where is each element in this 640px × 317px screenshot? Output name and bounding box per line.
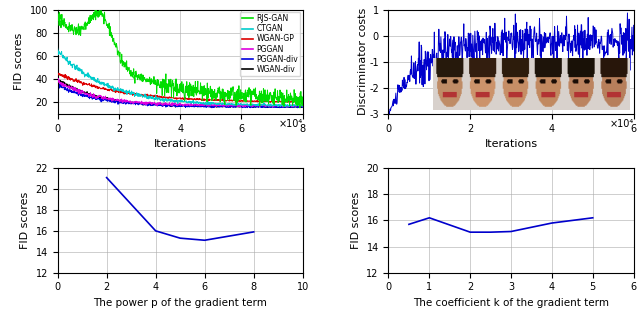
X-axis label: The coefficient k of the gradient term: The coefficient k of the gradient term	[413, 298, 609, 308]
Y-axis label: FID scores: FID scores	[14, 33, 24, 90]
Y-axis label: FID scores: FID scores	[351, 192, 361, 249]
Legend: RJS-GAN, CTGAN, WGAN-GP, PGGAN, PGGAN-div, WGAN-div: RJS-GAN, CTGAN, WGAN-GP, PGGAN, PGGAN-di…	[239, 12, 300, 76]
X-axis label: Iterations: Iterations	[484, 139, 538, 149]
X-axis label: The power p of the gradient term: The power p of the gradient term	[93, 298, 267, 308]
Text: ×10⁴: ×10⁴	[278, 120, 303, 129]
Text: ×10⁴: ×10⁴	[609, 120, 634, 129]
X-axis label: Iterations: Iterations	[154, 139, 207, 149]
Y-axis label: Discriminator costs: Discriminator costs	[358, 8, 367, 115]
Y-axis label: FID scores: FID scores	[20, 192, 30, 249]
